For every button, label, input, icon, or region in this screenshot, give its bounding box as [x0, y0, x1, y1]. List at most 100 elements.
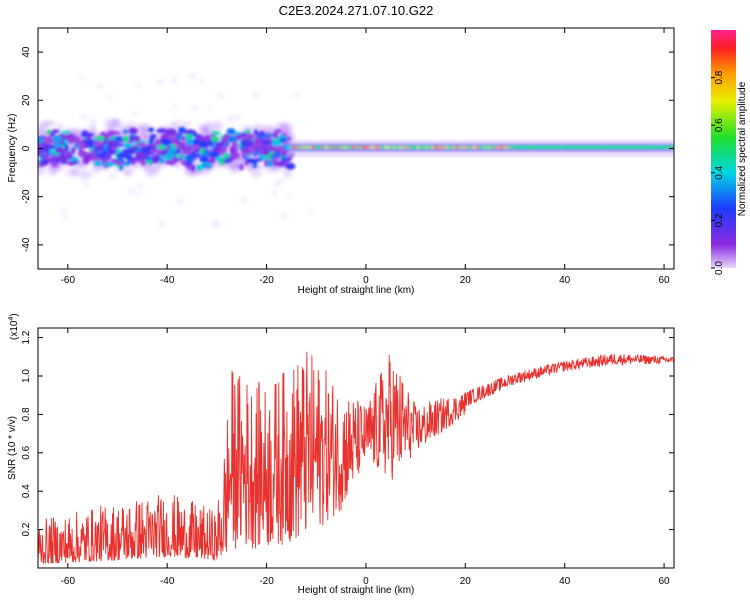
- spectrogram-cell: [56, 146, 64, 154]
- spectrogram-cell: [616, 146, 620, 149]
- spectrogram-cell: [84, 132, 95, 138]
- spectrogram-cell: [113, 161, 125, 165]
- spectrogram-cell: [166, 128, 175, 136]
- spectrogram-cell: [610, 146, 614, 149]
- spectrogram-cell: [38, 125, 46, 135]
- spectrogram-cell: [49, 131, 56, 137]
- spectrogram-cell: [109, 175, 117, 179]
- spectrogram-cell: [111, 118, 121, 127]
- spectrogram-cell: [161, 138, 172, 146]
- spectrogram-x-tick-label: 60: [659, 275, 671, 286]
- spectrogram-cell: [362, 146, 367, 149]
- spectrogram-cell: [300, 146, 304, 149]
- spectrogram-cell: [49, 148, 56, 155]
- spectrogram-cell: [212, 145, 222, 153]
- spectrogram-cell: [291, 146, 295, 149]
- spectrogram-cell: [122, 135, 130, 143]
- spectrogram-cell: [137, 192, 142, 196]
- spectrogram-cell: [544, 146, 549, 149]
- spectrogram-cell: [312, 146, 316, 149]
- spectrogram-cell: [171, 78, 178, 82]
- spectrogram-cell: [199, 150, 205, 155]
- spectrogram-cell: [189, 144, 201, 150]
- spectrogram-cell: [81, 138, 90, 143]
- snr-y-tick-label: 0.8: [21, 407, 32, 421]
- spectrogram-cell: [85, 155, 93, 160]
- spectrogram-cell: [211, 131, 221, 135]
- spectrogram-cell: [191, 138, 200, 146]
- spectrogram-cell: [556, 146, 561, 149]
- spectrogram-cell: [186, 139, 194, 146]
- spectrogram-cell: [170, 139, 180, 145]
- spectrogram-cell: [244, 133, 255, 141]
- spectrogram-cell: [280, 214, 288, 218]
- spectrogram-cell: [149, 137, 154, 145]
- spectrogram-cell: [467, 146, 471, 149]
- figure-title: C2E3.2024.271.07.10.G22: [279, 3, 434, 18]
- spectrogram-cell: [38, 136, 44, 144]
- spectrogram-cell: [159, 157, 165, 164]
- spectrogram-cell: [345, 146, 349, 149]
- spectrogram-cell: [538, 146, 543, 149]
- spectrogram-cell: [336, 146, 340, 149]
- spectrogram-cell: [217, 94, 225, 98]
- spectrogram-cell: [149, 149, 157, 154]
- spectrogram-cell: [416, 146, 421, 149]
- spectrogram-cell: [333, 146, 337, 149]
- snr-x-tick-label: -40: [160, 576, 175, 587]
- spectrogram-cell: [380, 146, 385, 149]
- spectrogram-cell: [116, 151, 128, 159]
- spectrogram-cell: [275, 150, 281, 157]
- spectrogram-blobs: [38, 126, 296, 172]
- snr-x-tick-label: 0: [363, 576, 369, 587]
- spectrogram-cell: [389, 146, 394, 149]
- spectrogram-cell: [180, 144, 185, 150]
- spectrogram-cell: [425, 146, 430, 149]
- spectrogram-cell: [535, 146, 540, 149]
- spectrogram-cell: [398, 146, 403, 149]
- spectrogram-cell: [136, 141, 147, 148]
- spectrogram-cell: [170, 120, 181, 130]
- spectrogram-cell: [213, 222, 218, 226]
- spectrogram-cell: [117, 149, 123, 153]
- spectrogram-cell: [371, 146, 376, 149]
- spectrogram-cell: [261, 140, 272, 144]
- spectrogram-cell: [512, 146, 516, 149]
- spectrogram-cell: [107, 95, 112, 99]
- spectrogram-cell: [78, 170, 92, 179]
- spectrogram-cell: [134, 135, 141, 143]
- snr-x-tick-label: -60: [61, 576, 76, 587]
- spectrogram-cell: [128, 189, 136, 193]
- spectrogram-cell: [327, 146, 331, 149]
- spectrogram-cell: [139, 124, 146, 134]
- spectrogram-cell: [482, 146, 486, 149]
- spectrogram-cell: [452, 146, 456, 149]
- spectrogram-x-tick-label: 20: [460, 275, 472, 286]
- spectrogram-cell: [598, 146, 602, 149]
- spectrogram-cell: [419, 146, 424, 149]
- spectrogram-cell: [177, 133, 182, 142]
- spectrogram-cell: [38, 145, 45, 154]
- spectrogram-cell: [281, 157, 289, 162]
- spectrogram-cell: [60, 209, 66, 213]
- spectrogram-cell: [479, 146, 483, 149]
- snr-y-tick-label: 0.2: [21, 522, 32, 536]
- spectrogram-cell: [156, 145, 167, 149]
- spectrogram-cell: [256, 134, 266, 139]
- spectrogram-cell: [667, 146, 671, 149]
- spectrogram-y-tick-label: 20: [21, 94, 32, 106]
- spectrogram-cell: [195, 153, 201, 158]
- snr-x-tick-label: 20: [460, 576, 472, 587]
- spectrogram-cell: [401, 146, 406, 149]
- spectrogram-cell: [431, 146, 436, 149]
- snr-x-axis-label: Height of straight line (km): [298, 585, 415, 596]
- spectrogram-cell: [348, 146, 352, 149]
- spectrogram-cell: [404, 146, 409, 149]
- colorbar-tick-label: 0.6: [714, 118, 725, 132]
- spectrogram-cell: [92, 164, 101, 174]
- spectrogram-x-tick-label: -60: [61, 275, 76, 286]
- spectrogram-cell: [181, 148, 192, 155]
- spectrogram-cell: [315, 146, 319, 149]
- spectrogram-cell: [106, 147, 117, 155]
- spectrogram-cell: [54, 158, 60, 164]
